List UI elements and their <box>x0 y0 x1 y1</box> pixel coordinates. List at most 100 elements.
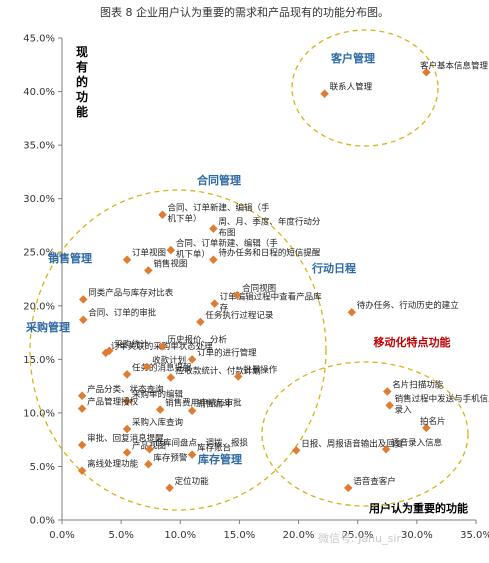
data-point <box>105 346 114 356</box>
data-point <box>165 483 174 493</box>
data-point <box>142 362 152 372</box>
data-point <box>166 373 176 382</box>
point-label: 产品分类、状态查询 <box>87 384 164 395</box>
point-label: 订单的进行管理 <box>197 347 257 358</box>
data-point <box>383 387 392 396</box>
point-label: 采购入库查询 <box>132 417 183 428</box>
point-label: 合同、订单新建、编辑（手 <box>176 238 279 249</box>
chart-caption: 图表 8 企业用户认为重要的需求和产品现有的功能分布图。 <box>100 6 389 19</box>
point-label: 语音录入信息 <box>391 437 443 448</box>
point-label: 销售视图 <box>153 258 187 269</box>
data-point <box>122 424 132 434</box>
point-label: 仓库间盘点、调拨、报损 <box>155 437 249 448</box>
y-axis-title-char: 功 <box>76 89 88 104</box>
data-point <box>166 245 176 255</box>
data-point <box>347 307 357 317</box>
data-point <box>210 299 219 308</box>
data-point <box>209 224 218 233</box>
point-label: 应收款统计、付款计划 <box>176 366 261 377</box>
point-label: 任务执行过程记录 <box>205 310 274 321</box>
y-tick-label: 25.0% <box>23 248 55 259</box>
y-tick-label: 0.0% <box>30 516 55 527</box>
point-label: 库存账台 <box>197 443 231 454</box>
data-point <box>196 317 205 327</box>
point-label: 销售过程中发送与手机信息 <box>395 393 489 404</box>
x-tick-label: 5.0% <box>108 530 133 541</box>
data-point <box>79 315 88 324</box>
y-tick-label: 15.0% <box>23 355 55 366</box>
data-point <box>422 423 431 433</box>
point-label: 语音查客户 <box>353 476 396 487</box>
point-label: 布图 <box>218 228 235 239</box>
data-point <box>232 290 242 300</box>
point-label: 审批、回复消息提醒 <box>87 433 164 444</box>
data-point <box>385 401 394 410</box>
data-point <box>122 255 132 264</box>
x-tick-label: 25.0% <box>342 530 374 541</box>
data-point <box>77 466 87 475</box>
y-tick-label: 40.0% <box>23 87 55 98</box>
point-label: 合同视图 <box>242 283 276 294</box>
point-label: 周、月、季度、年度行动分 <box>218 217 321 228</box>
point-label: 离线处理功能 <box>87 459 139 470</box>
point-label: 日报、周报语音输出及回复 <box>301 438 404 449</box>
point-label: 任务的消息提醒 <box>132 362 192 373</box>
point-label: 产品管理授权 <box>87 397 139 408</box>
point-label: 拍名片 <box>420 416 446 427</box>
point-label: 同类产品与库存对比表 <box>88 287 174 298</box>
data-point <box>209 255 218 264</box>
cluster-ellipse <box>29 189 327 511</box>
x-tick-label: 35.0% <box>460 530 489 541</box>
data-point <box>187 450 197 459</box>
point-label: 定位功能 <box>175 476 210 487</box>
point-label: 合同、订单新建、编辑（手 <box>168 203 271 214</box>
data-point <box>344 483 353 493</box>
watermark: 微信号: Jahu_sir <box>318 532 401 545</box>
point-label: 联系人管理 <box>330 82 373 93</box>
y-axis-title-char: 现 <box>76 45 88 59</box>
point-label: 存 <box>220 303 229 314</box>
point-label: 历史报价、分析 <box>168 334 228 345</box>
data-point <box>77 404 87 413</box>
data-point <box>144 460 153 469</box>
group-label: 移动化特点功能 <box>374 335 451 349</box>
data-point <box>158 210 167 219</box>
data-point <box>77 440 87 450</box>
point-label: 机下单） <box>176 249 210 260</box>
y-tick-label: 10.0% <box>23 408 55 419</box>
cluster-ellipse <box>261 361 469 507</box>
y-tick-label: 5.0% <box>30 462 55 473</box>
y-axis-title-char: 的 <box>76 74 88 89</box>
group-label: 采购管理 <box>25 320 70 334</box>
y-tick-label: 20.0% <box>23 301 55 312</box>
y-tick-label: 30.0% <box>23 194 55 205</box>
y-tick-label: 35.0% <box>23 141 55 152</box>
x-tick-label: 20.0% <box>283 530 315 541</box>
data-point <box>122 370 132 379</box>
data-point <box>320 89 329 98</box>
data-point <box>145 445 154 454</box>
point-label: 收款计划 <box>152 355 186 366</box>
data-point <box>187 406 197 415</box>
y-axis-title-char: 有 <box>76 59 88 74</box>
point-label: 录入 <box>395 405 413 415</box>
cluster-ellipse <box>291 29 439 147</box>
point-label: 采购单的编辑 <box>132 389 184 400</box>
group-label: 库存管理 <box>198 452 242 466</box>
data-point <box>77 391 87 400</box>
data-point <box>381 445 391 454</box>
x-tick-label: 10.0% <box>164 530 196 541</box>
x-tick-label: 30.0% <box>401 530 433 541</box>
point-label: 订单视图 <box>132 248 166 259</box>
point-label: 采购统计 <box>114 339 149 350</box>
y-axis-title-char: 能 <box>76 104 88 119</box>
data-point <box>122 448 132 457</box>
point-label: 销售费用申请与审批 <box>165 398 242 409</box>
data-point <box>291 446 301 455</box>
group-label: 客户管理 <box>330 51 375 65</box>
x-tick-label: 0.0% <box>49 530 74 541</box>
point-label: 机下单） <box>168 214 202 225</box>
data-point <box>234 372 243 381</box>
point-label: 合同、订单的审批 <box>88 308 157 319</box>
